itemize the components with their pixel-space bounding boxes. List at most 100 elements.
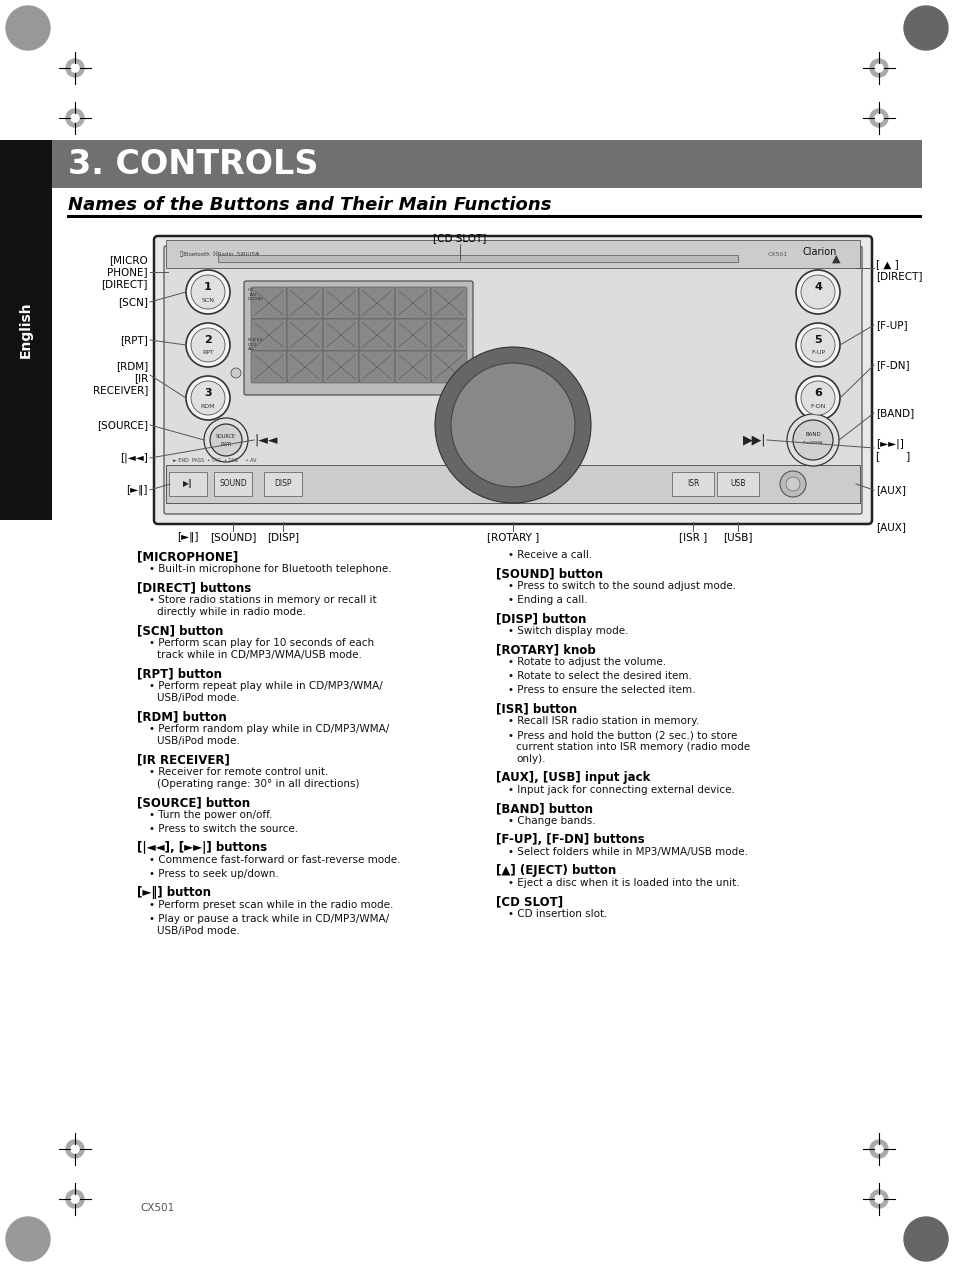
Circle shape — [71, 1145, 79, 1153]
Text: CX501: CX501 — [767, 252, 787, 256]
Text: • Perform random play while in CD/MP3/WMA/: • Perform random play while in CD/MP3/WM… — [149, 723, 389, 734]
Text: • Perform scan play for 10 seconds of each: • Perform scan play for 10 seconds of ea… — [149, 639, 374, 647]
FancyBboxPatch shape — [395, 319, 431, 351]
Circle shape — [204, 418, 248, 462]
Text: Clarion: Clarion — [802, 247, 837, 257]
Bar — [166, 465, 859, 503]
Circle shape — [785, 476, 800, 492]
Text: USB/iPod mode.: USB/iPod mode. — [157, 926, 239, 936]
Text: USB/iPod mode.: USB/iPod mode. — [157, 736, 239, 746]
FancyBboxPatch shape — [431, 319, 467, 351]
Text: • Switch display mode.: • Switch display mode. — [507, 626, 628, 636]
Text: HD
TAG
DIGITAL: HD TAG DIGITAL — [248, 288, 264, 302]
Text: [RPT]: [RPT] — [120, 334, 148, 345]
Circle shape — [874, 63, 882, 72]
Text: ▶▶|: ▶▶| — [742, 433, 766, 446]
Text: [BAND] button: [BAND] button — [496, 802, 593, 815]
FancyBboxPatch shape — [287, 351, 323, 383]
Text: [F-UP]: [F-UP] — [875, 321, 906, 329]
Text: [MICROPHONE]: [MICROPHONE] — [137, 550, 238, 563]
Text: [RDM] button: [RDM] button — [137, 710, 227, 723]
Text: USB/iPod mode.: USB/iPod mode. — [157, 693, 239, 703]
FancyBboxPatch shape — [287, 319, 323, 351]
Text: • Select folders while in MP3/WMA/USB mode.: • Select folders while in MP3/WMA/USB mo… — [507, 848, 747, 856]
Text: [USB]: [USB] — [722, 532, 752, 542]
Circle shape — [191, 328, 225, 362]
Text: [CD SLOT]: [CD SLOT] — [433, 233, 486, 243]
Text: [ISR] button: [ISR] button — [496, 702, 577, 715]
Text: M-B EX
DEQ
ALL: M-B EX DEQ ALL — [248, 338, 262, 351]
Text: [SCN] button: [SCN] button — [137, 625, 223, 637]
Circle shape — [801, 381, 834, 416]
Text: [RPT] button: [RPT] button — [137, 666, 222, 680]
FancyBboxPatch shape — [251, 319, 287, 351]
Text: [SOURCE] button: [SOURCE] button — [137, 796, 250, 810]
Text: [DIRECT] buttons: [DIRECT] buttons — [137, 582, 251, 594]
Text: Names of the Buttons and Their Main Functions: Names of the Buttons and Their Main Func… — [68, 196, 551, 214]
Circle shape — [71, 63, 79, 72]
Text: [AUX], [USB] input jack: [AUX], [USB] input jack — [496, 772, 650, 784]
Text: F-UP: F-UP — [810, 351, 824, 356]
Circle shape — [66, 1140, 84, 1158]
Text: ⒶBluetooth  ℍRadio  SIRIUS❄: ⒶBluetooth ℍRadio SIRIUS❄ — [180, 251, 259, 257]
Circle shape — [435, 347, 590, 503]
Text: ▲: ▲ — [831, 253, 840, 264]
Text: RDM: RDM — [200, 403, 215, 408]
Circle shape — [71, 1195, 79, 1204]
Circle shape — [6, 1218, 50, 1261]
Circle shape — [792, 419, 832, 460]
Bar — [218, 255, 738, 262]
Text: [►‖]: [►‖] — [127, 485, 148, 495]
Circle shape — [66, 109, 84, 127]
Text: [ ▲ ]
[DIRECT]: [ ▲ ] [DIRECT] — [875, 260, 922, 281]
Text: track while in CD/MP3/WMA/USB mode.: track while in CD/MP3/WMA/USB mode. — [157, 650, 361, 660]
FancyBboxPatch shape — [395, 288, 431, 319]
Text: [►‖]: [►‖] — [177, 532, 198, 542]
Circle shape — [186, 270, 230, 314]
Bar — [52, 139, 921, 188]
FancyBboxPatch shape — [287, 288, 323, 319]
Text: [F-UP], [F-DN] buttons: [F-UP], [F-DN] buttons — [496, 832, 644, 846]
Circle shape — [191, 381, 225, 416]
Text: • Receive a call.: • Receive a call. — [507, 550, 592, 560]
Text: • Store radio stations in memory or recall it: • Store radio stations in memory or reca… — [149, 595, 376, 606]
Circle shape — [795, 270, 840, 314]
Circle shape — [874, 1195, 882, 1204]
Text: • Eject a disc when it is loaded into the unit.: • Eject a disc when it is loaded into th… — [507, 878, 739, 888]
Circle shape — [210, 424, 242, 456]
Circle shape — [482, 395, 542, 455]
Circle shape — [869, 1140, 887, 1158]
Text: • Press to switch to the sound adjust mode.: • Press to switch to the sound adjust mo… — [507, 582, 736, 590]
Text: [ROTARY ]: [ROTARY ] — [486, 532, 538, 542]
Circle shape — [71, 114, 79, 122]
Circle shape — [780, 471, 805, 497]
Text: DISP: DISP — [274, 479, 292, 489]
FancyBboxPatch shape — [153, 236, 871, 525]
FancyBboxPatch shape — [251, 288, 287, 319]
Circle shape — [869, 60, 887, 77]
FancyBboxPatch shape — [431, 288, 467, 319]
Text: • Rotate to select the desired item.: • Rotate to select the desired item. — [507, 672, 691, 680]
FancyBboxPatch shape — [323, 351, 358, 383]
Bar — [166, 239, 859, 269]
Text: [CD SLOT]: [CD SLOT] — [496, 895, 562, 908]
Text: • Rotate to adjust the volume.: • Rotate to adjust the volume. — [507, 658, 665, 666]
Text: • Press to seek up/down.: • Press to seek up/down. — [149, 869, 278, 879]
Text: directly while in radio mode.: directly while in radio mode. — [157, 607, 306, 617]
Circle shape — [903, 6, 947, 49]
Text: [SOUND]: [SOUND] — [210, 532, 256, 542]
Text: [SCN]: [SCN] — [118, 296, 148, 307]
Text: 2: 2 — [204, 334, 212, 345]
Circle shape — [874, 1145, 882, 1153]
Text: SOUND: SOUND — [219, 479, 247, 489]
Circle shape — [6, 6, 50, 49]
Text: F-DN: F-DN — [809, 403, 825, 408]
Circle shape — [874, 114, 882, 122]
Text: • Press to switch the source.: • Press to switch the source. — [149, 824, 297, 834]
FancyBboxPatch shape — [671, 473, 713, 495]
Circle shape — [464, 378, 560, 473]
Text: [MICRO
PHONE]
[DIRECT]: [MICRO PHONE] [DIRECT] — [101, 256, 148, 289]
Text: |◄◄: |◄◄ — [254, 433, 277, 446]
FancyBboxPatch shape — [251, 351, 287, 383]
Text: [RDM]
[IR
RECEIVER]: [RDM] [IR RECEIVER] — [92, 361, 148, 394]
